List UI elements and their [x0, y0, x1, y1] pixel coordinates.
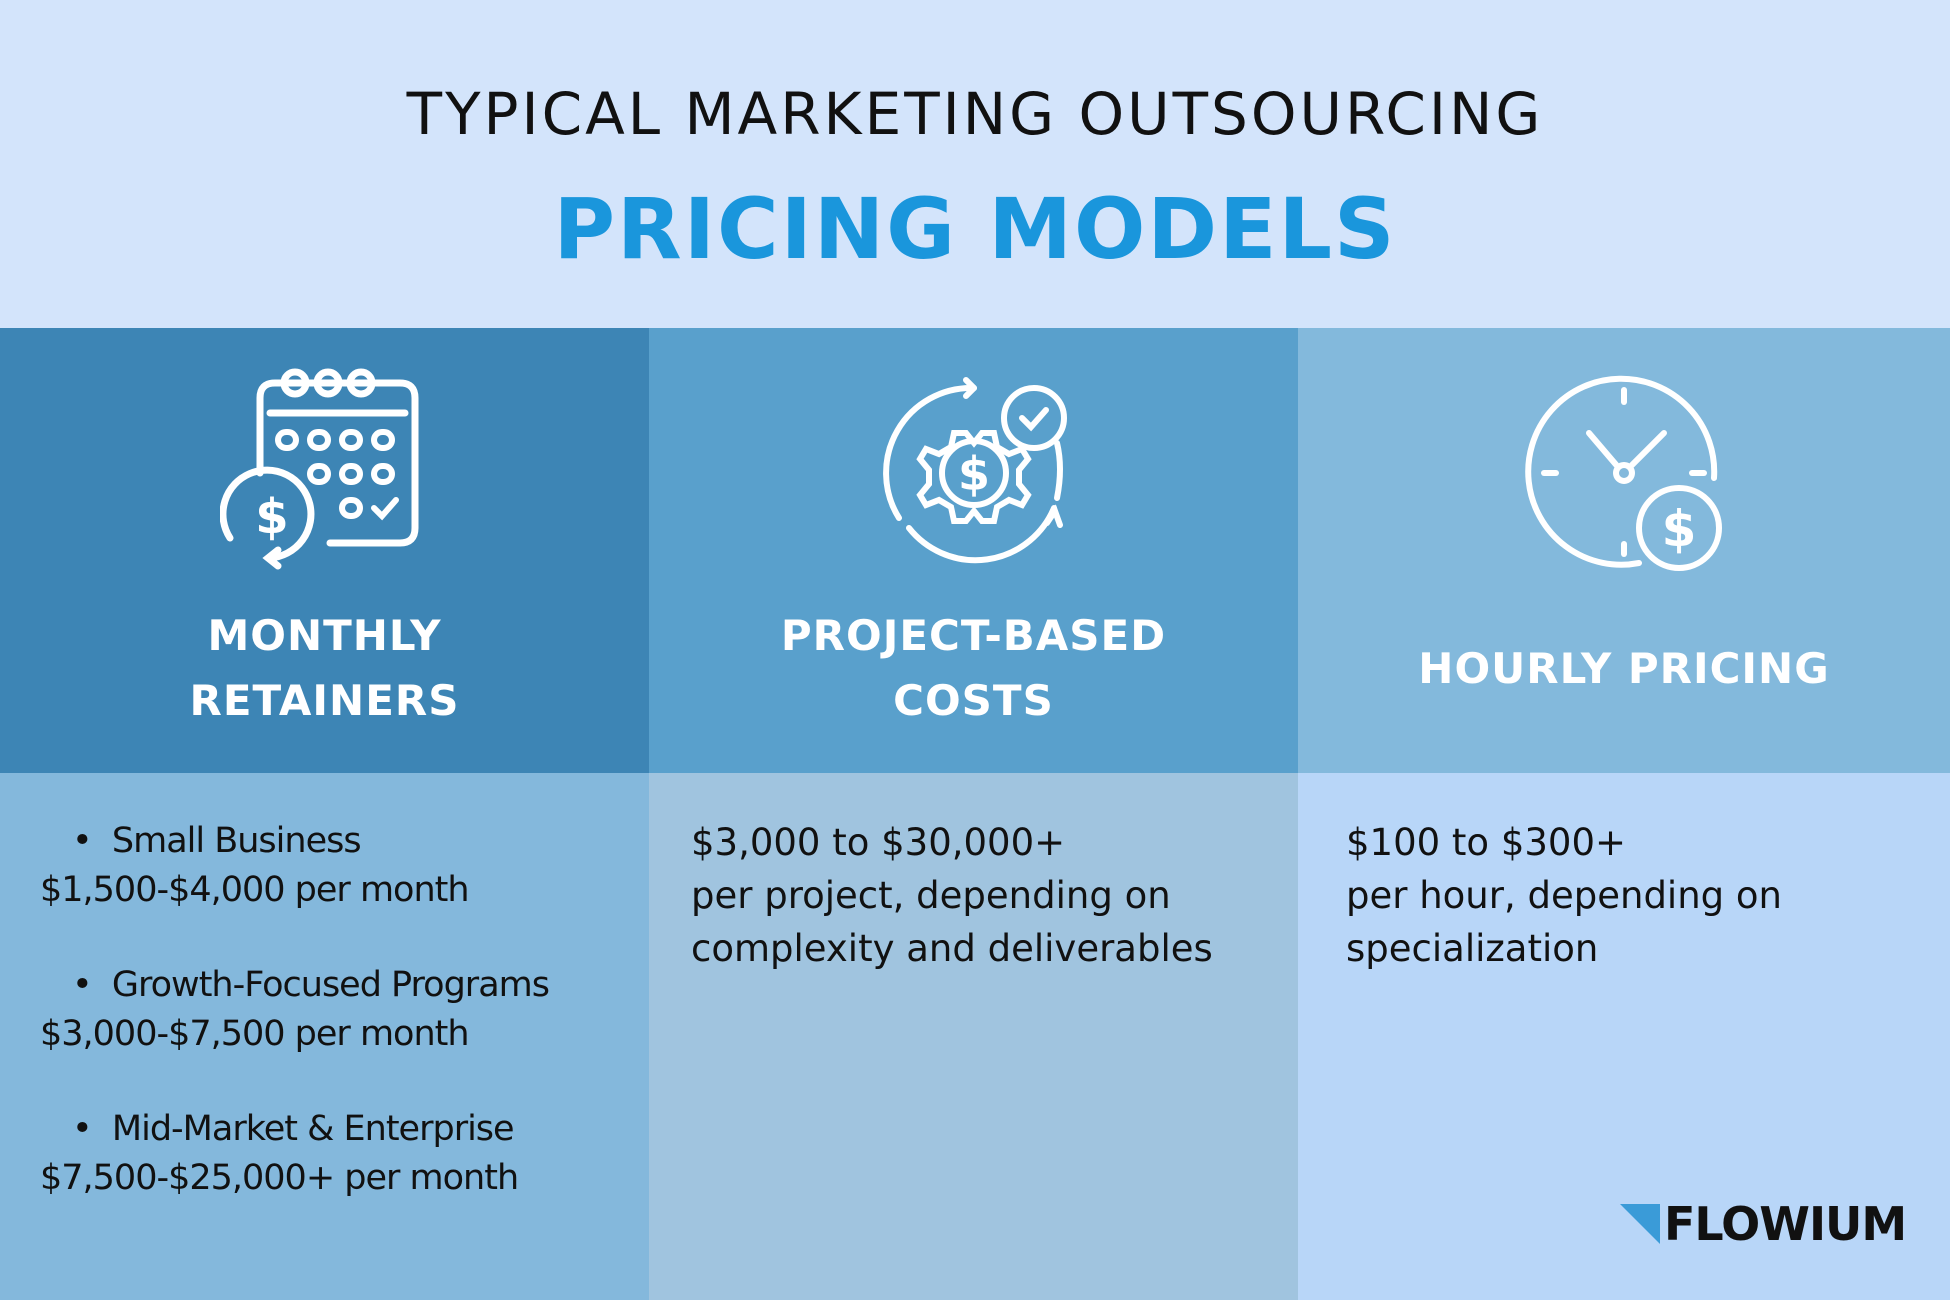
tier-name-text: Small Business — [111, 821, 362, 861]
detail-line-price: $100 to $300+ — [1346, 821, 1626, 864]
tier-name: • Small Business — [72, 821, 362, 861]
tier-price: $1,500-$4,000 per month — [40, 870, 470, 910]
supertitle: TYPICAL MARKETING OUTSOURCING — [406, 80, 1544, 148]
detail-line: specialization — [1346, 927, 1599, 970]
project-based-header: $ PROJECT-BASED COSTS — [649, 328, 1298, 773]
tier-name-text: Growth-Focused Programs — [111, 965, 550, 1005]
calendar-dollar-icon: $ — [219, 368, 418, 570]
tier-name-text: Mid-Market & Enterprise — [111, 1109, 515, 1149]
tier-price: $7,500-$25,000+ per month — [40, 1158, 519, 1198]
tier-name: • Growth-Focused Programs — [72, 965, 550, 1005]
svg-text:$: $ — [1662, 500, 1697, 558]
logo-triangle-icon — [1620, 1204, 1660, 1244]
monthly-retainers-details: • Small Business $1,500-$4,000 per month… — [0, 773, 649, 1300]
tier-name: • Mid-Market & Enterprise — [72, 1109, 515, 1149]
heading-line-1: PROJECT-BASED — [780, 611, 1167, 660]
hourly-pricing-header: $ HOURLY PRICING — [1298, 328, 1950, 773]
page-title: PRICING MODELS — [553, 180, 1397, 278]
project-based-details: $3,000 to $30,000+ per project, dependin… — [649, 773, 1298, 1300]
flowium-logo: FLOWIUM — [1620, 1197, 1907, 1251]
clock-dollar-icon: $ — [1525, 375, 1722, 571]
detail-line: per project, depending on — [691, 874, 1171, 917]
header: TYPICAL MARKETING OUTSOURCING PRICING MO… — [0, 0, 1950, 328]
detail-line-price: $3,000 to $30,000+ — [691, 821, 1066, 864]
svg-text:$: $ — [957, 447, 989, 501]
tier-price: $3,000-$7,500 per month — [40, 1014, 470, 1054]
gear-dollar-cycle-icon: $ — [882, 377, 1067, 564]
heading-line-1: HOURLY PRICING — [1418, 644, 1830, 693]
heading-line-1: MONTHLY — [207, 611, 442, 660]
detail-line: per hour, depending on — [1346, 874, 1782, 917]
detail-line: complexity and deliverables — [691, 927, 1213, 970]
svg-text:$: $ — [255, 489, 288, 545]
logo-text: FLOWIUM — [1664, 1197, 1907, 1251]
heading-line-2: COSTS — [893, 676, 1054, 725]
hourly-pricing-details: $100 to $300+ per hour, depending on spe… — [1298, 773, 1950, 1300]
heading-line-2: RETAINERS — [189, 676, 460, 725]
monthly-retainers-header: $ MONTHLY RETAINERS — [0, 328, 649, 773]
